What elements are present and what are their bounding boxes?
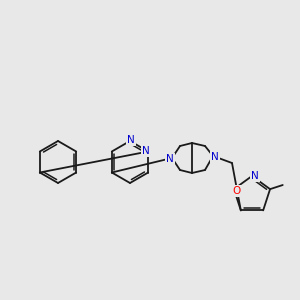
Text: N: N xyxy=(127,135,135,145)
Text: O: O xyxy=(233,186,241,196)
Text: N: N xyxy=(251,171,259,181)
Text: N: N xyxy=(142,146,150,157)
Text: N: N xyxy=(166,154,174,164)
Text: N: N xyxy=(211,152,219,162)
